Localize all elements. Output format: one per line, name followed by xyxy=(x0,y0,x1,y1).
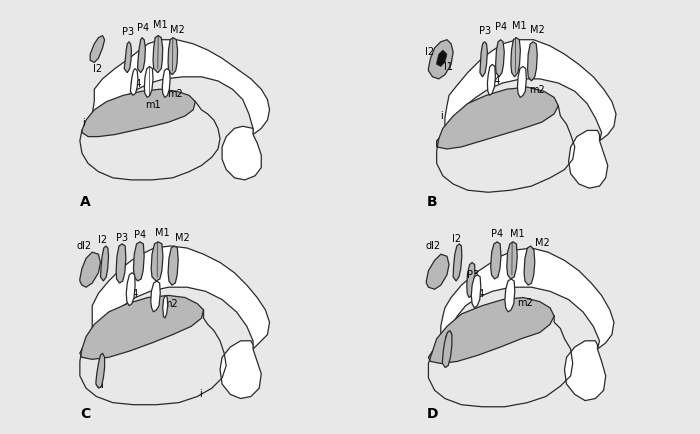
Text: p4: p4 xyxy=(488,76,500,86)
Polygon shape xyxy=(80,252,101,287)
Polygon shape xyxy=(101,246,108,281)
Polygon shape xyxy=(437,50,447,66)
Text: p4: p4 xyxy=(130,79,141,89)
Polygon shape xyxy=(153,36,162,73)
Text: m2: m2 xyxy=(162,299,178,309)
Polygon shape xyxy=(96,353,104,388)
Text: D: D xyxy=(426,407,438,421)
Polygon shape xyxy=(453,244,462,281)
Polygon shape xyxy=(168,38,178,75)
Text: M1: M1 xyxy=(155,227,169,237)
Polygon shape xyxy=(162,69,170,98)
Text: P4: P4 xyxy=(136,23,148,33)
Polygon shape xyxy=(441,248,614,351)
Polygon shape xyxy=(130,69,138,95)
Text: P3: P3 xyxy=(116,233,128,243)
Text: P4: P4 xyxy=(134,230,146,240)
Polygon shape xyxy=(116,244,126,283)
Polygon shape xyxy=(428,298,554,364)
Text: P3: P3 xyxy=(467,270,479,280)
Text: dl2: dl2 xyxy=(77,241,92,251)
Polygon shape xyxy=(445,40,616,141)
Polygon shape xyxy=(151,242,163,281)
Text: M2: M2 xyxy=(175,233,190,243)
Text: i: i xyxy=(82,118,85,128)
Text: I2: I2 xyxy=(99,235,108,245)
Text: i: i xyxy=(440,111,442,121)
Text: I2: I2 xyxy=(452,234,461,244)
Text: A: A xyxy=(80,194,90,209)
Text: m2: m2 xyxy=(529,85,545,95)
Text: p4: p4 xyxy=(126,289,139,299)
Polygon shape xyxy=(467,263,475,298)
Polygon shape xyxy=(437,87,559,149)
Polygon shape xyxy=(138,38,146,73)
Polygon shape xyxy=(90,36,104,62)
Text: I2: I2 xyxy=(426,47,435,57)
Text: m1: m1 xyxy=(145,100,160,110)
Polygon shape xyxy=(505,279,514,312)
Polygon shape xyxy=(168,246,178,285)
Polygon shape xyxy=(426,254,449,289)
Polygon shape xyxy=(496,40,504,77)
Text: I1: I1 xyxy=(444,62,453,72)
Text: M2: M2 xyxy=(535,238,550,248)
Text: P3: P3 xyxy=(122,27,134,37)
Text: m2: m2 xyxy=(167,89,183,99)
Text: I2: I2 xyxy=(93,63,102,74)
Polygon shape xyxy=(524,246,535,285)
Polygon shape xyxy=(471,275,481,308)
Text: B: B xyxy=(426,194,437,209)
Polygon shape xyxy=(162,296,168,318)
Text: M1: M1 xyxy=(153,20,168,30)
Polygon shape xyxy=(92,246,270,349)
Polygon shape xyxy=(144,66,153,98)
Text: M1: M1 xyxy=(510,229,524,239)
Text: C: C xyxy=(80,407,90,421)
Polygon shape xyxy=(480,42,487,77)
Text: i: i xyxy=(199,389,202,399)
Text: M1: M1 xyxy=(512,21,526,31)
Polygon shape xyxy=(124,42,132,73)
Text: P4: P4 xyxy=(491,229,503,239)
Polygon shape xyxy=(517,66,526,98)
Polygon shape xyxy=(568,131,608,188)
Text: P4: P4 xyxy=(496,22,508,33)
Polygon shape xyxy=(82,89,195,137)
Polygon shape xyxy=(92,40,270,135)
Polygon shape xyxy=(442,331,452,368)
Polygon shape xyxy=(220,341,261,398)
Polygon shape xyxy=(487,65,496,95)
Text: di: di xyxy=(95,380,104,390)
Polygon shape xyxy=(507,242,517,279)
Polygon shape xyxy=(134,242,144,281)
Polygon shape xyxy=(80,296,204,359)
Text: M2: M2 xyxy=(169,26,184,36)
Polygon shape xyxy=(491,242,501,279)
Text: dl2: dl2 xyxy=(426,241,440,251)
Text: di: di xyxy=(445,332,454,342)
Polygon shape xyxy=(428,40,453,79)
Polygon shape xyxy=(222,126,261,180)
Text: M2: M2 xyxy=(531,26,545,36)
Polygon shape xyxy=(511,38,520,77)
Polygon shape xyxy=(150,281,160,312)
Text: m2: m2 xyxy=(517,298,533,308)
Text: P3: P3 xyxy=(479,26,491,36)
Polygon shape xyxy=(528,42,538,81)
Polygon shape xyxy=(564,341,606,401)
Polygon shape xyxy=(126,273,135,306)
Text: p4: p4 xyxy=(472,289,484,299)
